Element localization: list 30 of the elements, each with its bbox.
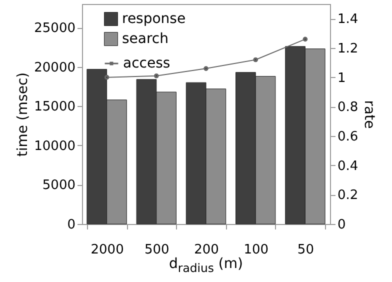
- point: [253, 57, 258, 62]
- y2-tick-label: 0.8: [338, 100, 358, 116]
- legend-label: search: [122, 31, 169, 47]
- point: [154, 73, 159, 78]
- point: [204, 66, 208, 71]
- y2-tick-label: 0.4: [338, 158, 358, 174]
- y-tick-label: 10000: [34, 138, 76, 154]
- y-tick-label: 0: [67, 218, 76, 232]
- x-tick-label: 2000: [90, 242, 124, 258]
- x-tick-label: 100: [244, 242, 269, 258]
- x-tick-label: 500: [144, 242, 170, 258]
- y2-axis-title: rate: [361, 100, 378, 129]
- point: [104, 74, 110, 80]
- legend-label: response: [122, 11, 186, 27]
- y-tick-label: 25000: [34, 21, 76, 36]
- y2-tick-label: 0: [338, 218, 346, 232]
- y2-tick-label: 1.2: [338, 42, 358, 56]
- legend-label: access: [123, 56, 170, 72]
- point: [302, 36, 308, 42]
- x-tick-label: 50: [297, 242, 314, 258]
- x-axis-title: d$_{radius}$ (m): [168, 256, 244, 275]
- y-tick-label: 15000: [34, 100, 76, 115]
- x-tick-label: 200: [194, 242, 219, 258]
- y2-tick-label: 1: [338, 70, 346, 86]
- y-axis-title: time (msec): [15, 72, 32, 157]
- y-tick-label: 20000: [34, 60, 76, 76]
- y2-tick-label: 0.2: [338, 188, 358, 204]
- y-tick-label: 5000: [42, 178, 76, 194]
- y2-tick-label: 1.4: [338, 12, 358, 28]
- y2-tick-label: 0.6: [338, 130, 358, 144]
